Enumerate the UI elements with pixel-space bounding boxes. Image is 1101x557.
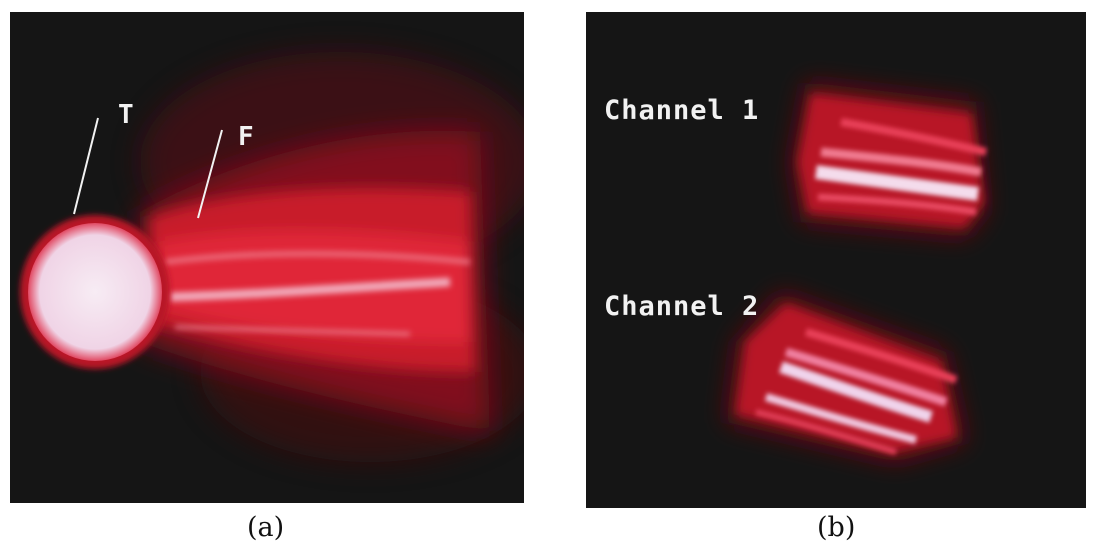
caption-panel-b: (b) <box>817 512 856 543</box>
label-channel-1: Channel 1 <box>604 95 760 126</box>
label-target: T <box>118 100 135 130</box>
channel-1-signal <box>791 82 987 237</box>
caption-panel-a: (a) <box>247 512 285 543</box>
dual-channel-drawing <box>726 82 987 462</box>
plasma-plume-drawing <box>20 52 524 462</box>
pointer-line-t <box>73 117 99 215</box>
label-filament: F <box>238 122 255 152</box>
label-channel-2: Channel 2 <box>604 291 760 322</box>
plume-streaks <box>164 250 471 337</box>
panel-b-image: Channel 1 Channel 2 <box>586 12 1086 508</box>
channel-2-signal <box>726 292 966 462</box>
panel-a-image: T F <box>10 12 524 503</box>
target-disk <box>20 215 170 369</box>
pointer-line-f <box>197 129 223 219</box>
